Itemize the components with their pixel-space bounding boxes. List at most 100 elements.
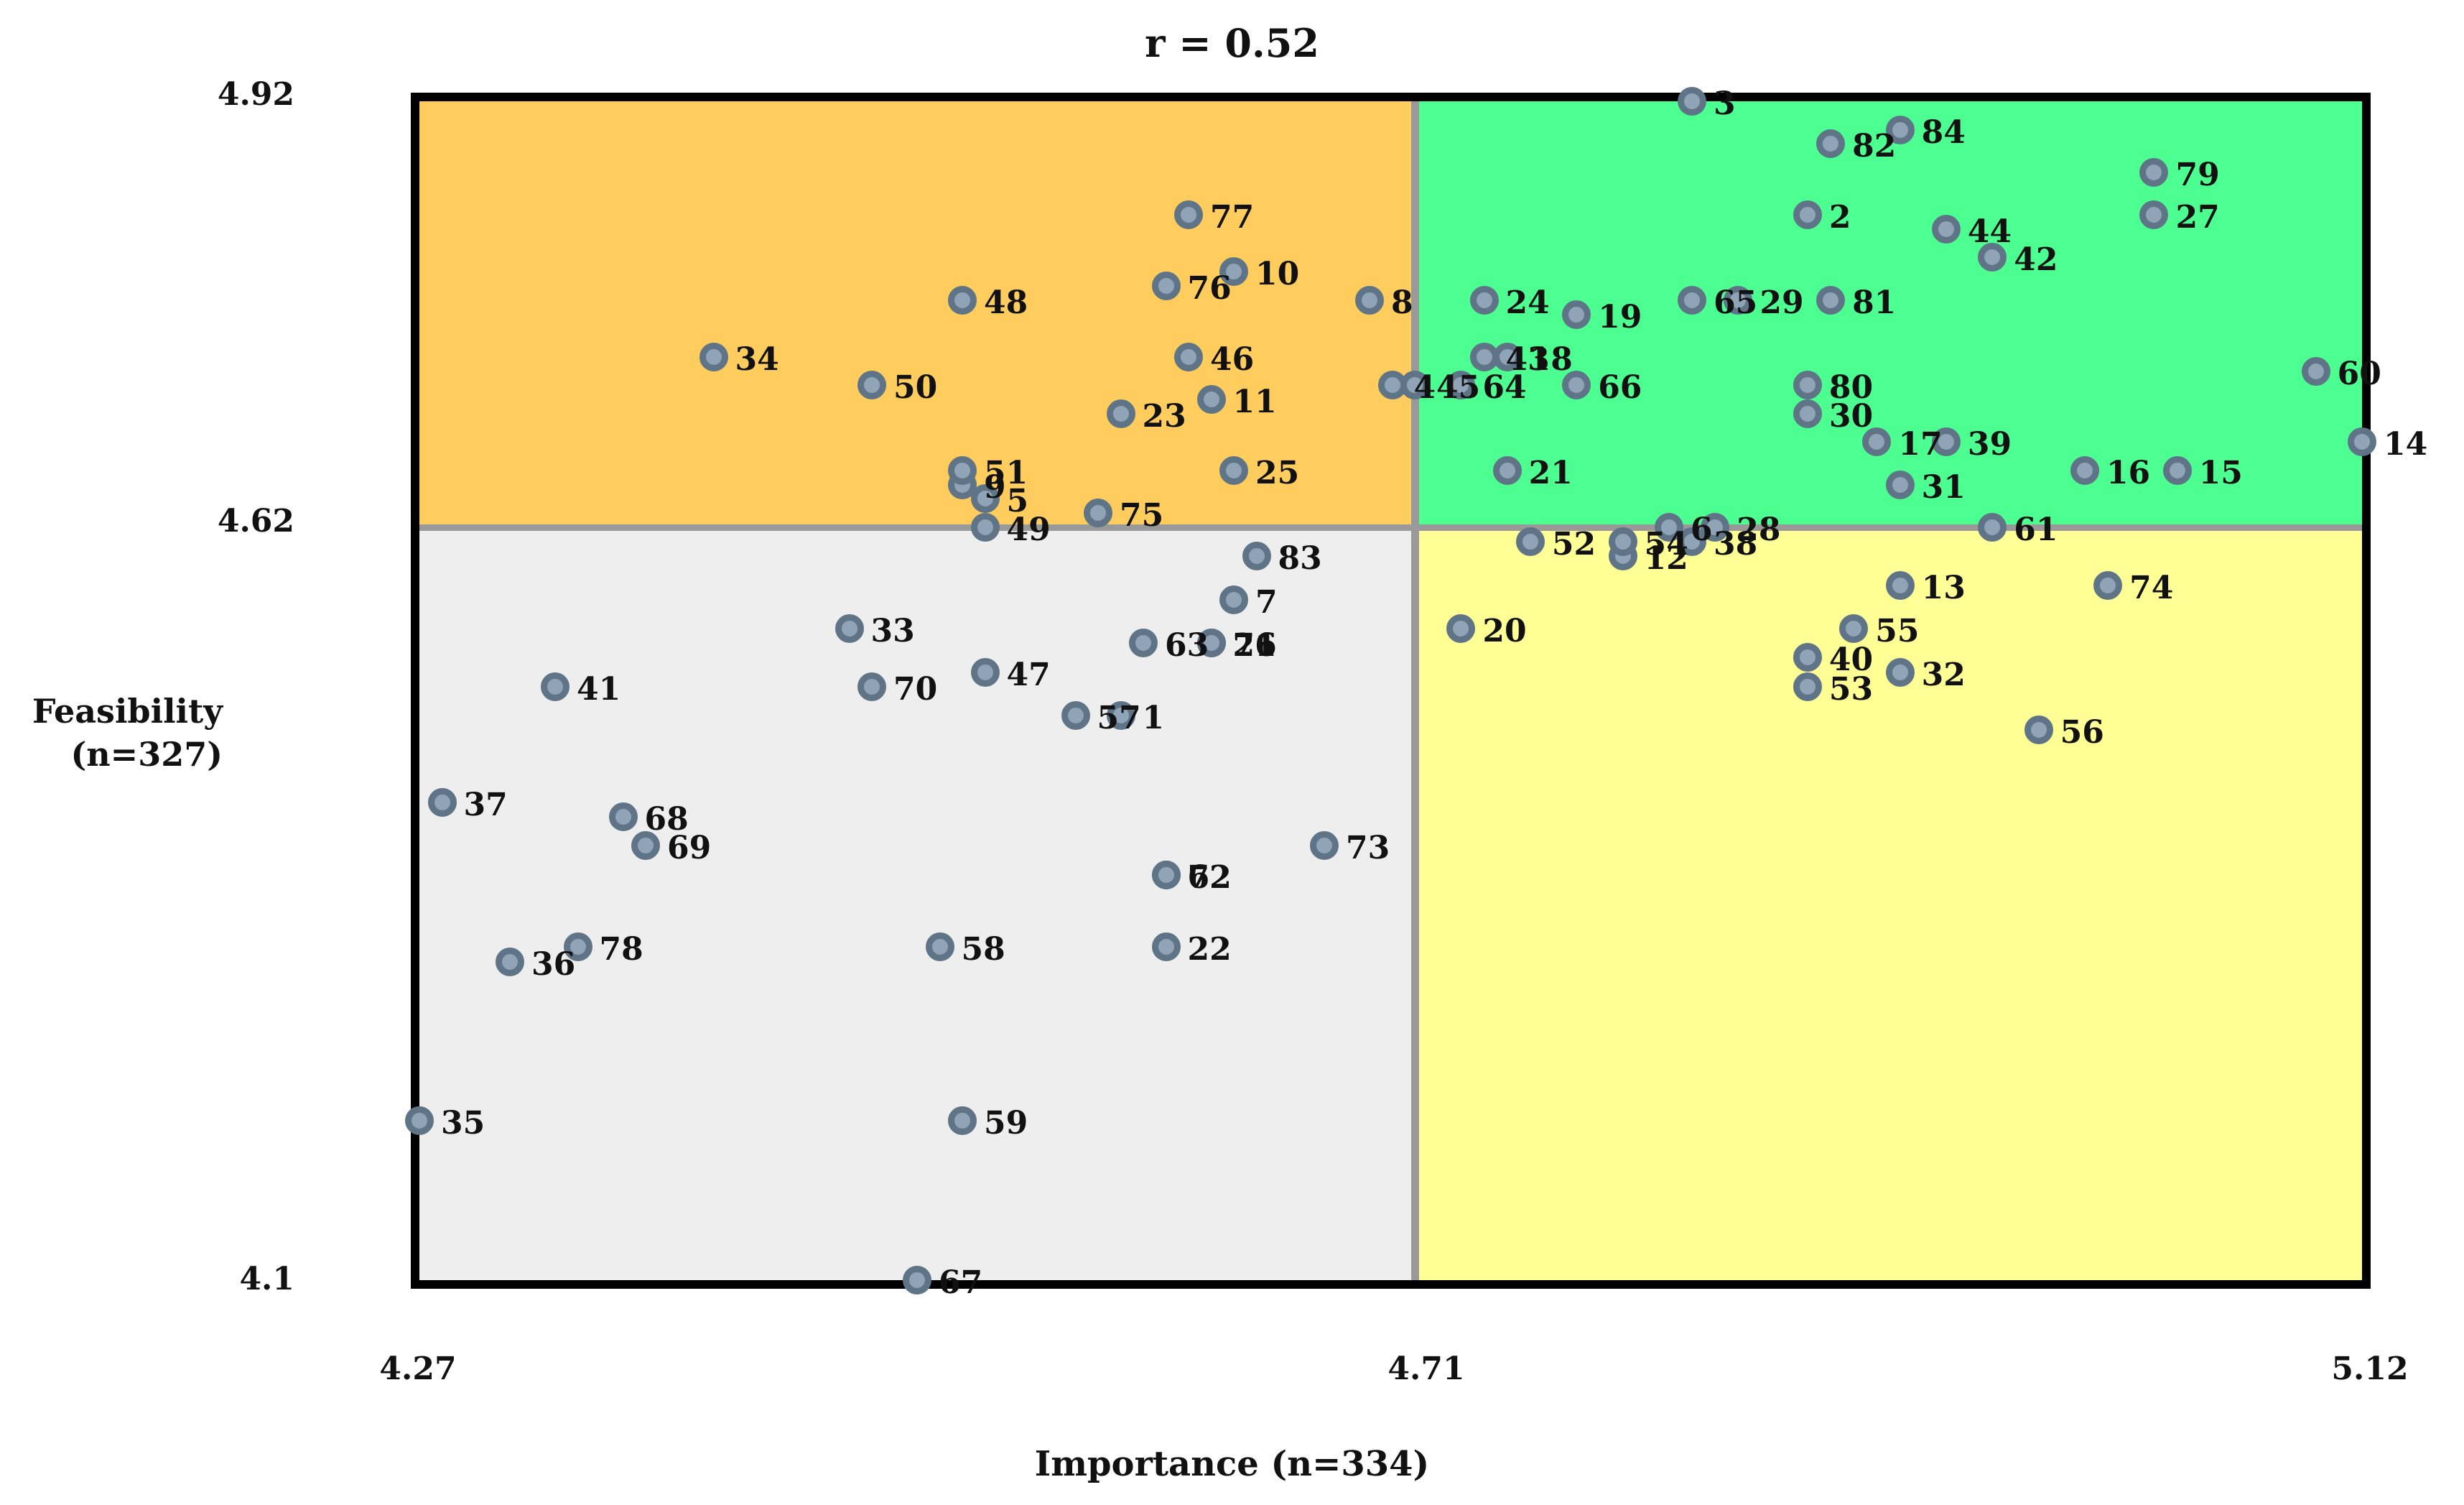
data-point-label: 4: [1413, 369, 1436, 407]
data-point-marker: [1678, 527, 1707, 557]
data-point-label: 70: [893, 670, 938, 708]
data-point-label: 84: [1921, 114, 1966, 151]
data-point-label: 8: [1391, 284, 1413, 321]
data-point-marker: [925, 932, 954, 962]
data-point-label: 7: [1255, 583, 1278, 621]
data-point-label: 28: [1737, 511, 1781, 548]
data-point-label: 23: [1142, 397, 1186, 435]
data-point-label: 13: [1921, 569, 1966, 606]
data-point-label: 61: [2014, 511, 2058, 548]
data-point-marker: [903, 1266, 931, 1295]
data-point-label: 42: [2014, 241, 2058, 279]
data-point-label: 72: [1187, 858, 1232, 896]
data-point-marker: [1793, 399, 1822, 428]
y-tick-mid: 4.62: [217, 503, 294, 540]
data-point-marker: [970, 484, 1000, 514]
data-point-marker: [2139, 157, 2169, 187]
data-point-marker: [1793, 200, 1822, 230]
data-point-label: 63: [1165, 627, 1209, 664]
y-tick-top: 4.92: [217, 76, 294, 113]
data-point-marker: [1885, 657, 1915, 687]
data-point-label: 15: [2198, 454, 2243, 491]
data-point-marker: [1106, 701, 1135, 730]
data-point-label: 38: [1714, 526, 1758, 563]
data-point-marker: [1724, 285, 1753, 315]
data-point-marker: [1174, 200, 1203, 230]
data-point-marker: [1816, 285, 1846, 315]
data-point-marker: [1084, 499, 1112, 528]
data-point-marker: [1885, 570, 1915, 600]
data-point-label: 44: [1967, 213, 2012, 250]
data-point-label: 3: [1714, 85, 1736, 122]
data-point-label: 50: [893, 369, 938, 407]
data-point-marker: [1400, 371, 1429, 400]
data-point-marker: [1562, 300, 1591, 329]
data-point-label: 66: [1598, 369, 1642, 407]
data-point-marker: [2093, 570, 2123, 600]
data-point-label: 11: [1232, 384, 1277, 421]
horizontal-divider: [419, 524, 2362, 531]
data-point-marker: [1885, 470, 1915, 499]
data-point-marker: [1196, 629, 1226, 658]
data-point-label: 56: [2060, 714, 2104, 751]
data-point-marker: [948, 455, 977, 485]
data-point-label: 47: [1006, 656, 1051, 693]
data-point-marker: [1061, 701, 1090, 730]
data-point-marker: [563, 932, 592, 962]
data-point-marker: [1678, 285, 1707, 315]
data-point-marker: [1219, 257, 1248, 287]
data-point-label: 59: [984, 1105, 1028, 1142]
data-point-label: 39: [1967, 426, 2012, 463]
data-point-marker: [1151, 860, 1181, 889]
data-point-marker: [1219, 585, 1248, 614]
data-point-marker: [496, 947, 524, 976]
data-point-marker: [541, 672, 569, 701]
data-point-marker: [834, 614, 864, 644]
vertical-divider: [1411, 101, 1419, 1280]
data-point-label: 54: [1644, 526, 1688, 563]
data-point-label: 17: [1898, 426, 1943, 463]
data-point-label: 78: [599, 931, 643, 968]
data-point-label: 24: [1505, 284, 1550, 321]
data-point-label: 51: [984, 454, 1028, 491]
data-point-label: 82: [1852, 128, 1897, 165]
quadrant-bottom-left: [419, 527, 1415, 1280]
data-point-label: 30: [1828, 397, 1874, 435]
data-point-marker: [1196, 385, 1226, 415]
data-point-label: 25: [1255, 454, 1300, 491]
quadrant-bottom-right: [1415, 527, 2362, 1280]
data-point-label: 9: [984, 468, 1006, 506]
data-point-marker: [2070, 455, 2099, 485]
data-point-label: 31: [1921, 468, 1966, 506]
data-point-label: 16: [2106, 454, 2151, 491]
data-point-label: 79: [2175, 156, 2220, 193]
data-point-label: 21: [1528, 454, 1573, 491]
data-point-label: 18: [1528, 341, 1573, 378]
data-point-label: 6: [1690, 511, 1713, 548]
data-point-marker: [1793, 371, 1822, 400]
data-point-label: 77: [1210, 199, 1255, 236]
data-point-marker: [631, 831, 660, 861]
data-point-marker: [1492, 455, 1522, 485]
data-point-label: 32: [1921, 656, 1966, 693]
data-point-label: 74: [2129, 569, 2174, 606]
data-point-label: 46: [1210, 341, 1255, 378]
data-point-label: 55: [1875, 613, 1920, 650]
data-point-marker: [857, 672, 886, 701]
data-point-marker: [1793, 672, 1822, 701]
data-point-marker: [1678, 87, 1707, 116]
data-point-marker: [1151, 271, 1181, 300]
data-point-marker: [2162, 455, 2192, 485]
data-point-marker: [1446, 614, 1476, 644]
data-point-label: 58: [961, 931, 1005, 968]
data-point-label: 5: [1006, 483, 1029, 520]
data-point-label: 52: [1551, 526, 1596, 563]
x-tick-mid: 4.71: [1387, 1351, 1465, 1387]
data-point-label: 41: [577, 670, 621, 708]
data-point-marker: [2348, 427, 2376, 457]
data-point-marker: [970, 513, 1000, 542]
data-point-label: 69: [667, 830, 712, 867]
data-point-marker: [2024, 716, 2053, 745]
x-axis-label: Importance (n=334): [1034, 1444, 1430, 1484]
data-point-label: 60: [2337, 355, 2381, 392]
